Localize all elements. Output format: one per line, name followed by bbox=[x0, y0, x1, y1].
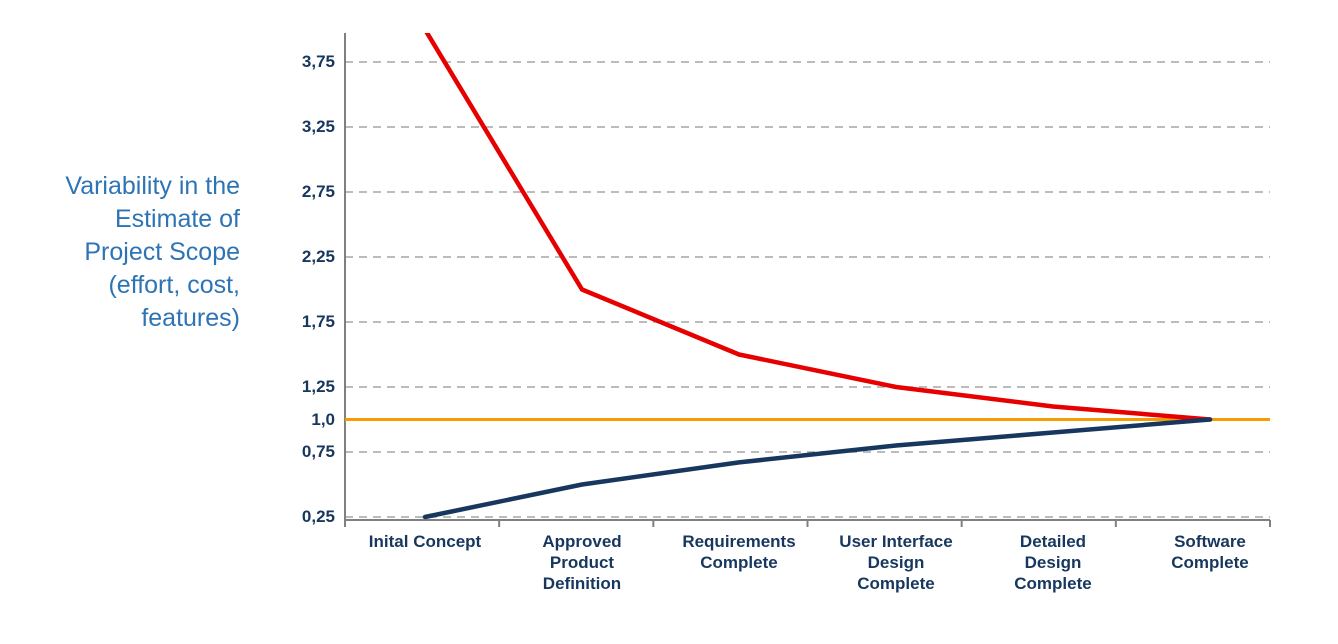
y-tick-label: 2,75 bbox=[301, 182, 335, 201]
y-tick-label: 3,25 bbox=[301, 117, 335, 136]
x-category-label: Detailed Design Complete bbox=[1014, 532, 1092, 593]
series-lower-estimate bbox=[422, 417, 1213, 520]
x-category-label: User Interface Design Complete bbox=[839, 532, 953, 593]
y-tick-label: 1,25 bbox=[301, 377, 335, 396]
x-category-label: Software Complete bbox=[1171, 532, 1249, 572]
x-category-label: Requirements Complete bbox=[682, 532, 796, 572]
y-tick-label: 2,25 bbox=[301, 247, 335, 266]
y-axis-title: Variability in the Estimate of Project S… bbox=[65, 172, 240, 332]
y-tick-label: 3,75 bbox=[301, 52, 335, 71]
x-category-label: Inital Concept bbox=[368, 532, 482, 551]
x-category-label: Approved Product Definition bbox=[542, 532, 622, 593]
y-tick-label: 0,25 bbox=[301, 507, 335, 526]
series-upper-estimate bbox=[424, 33, 1213, 422]
y-tick-label: 0,75 bbox=[301, 442, 335, 461]
y-tick-label: 1,75 bbox=[301, 312, 335, 331]
y-tick-label: 1,0 bbox=[311, 410, 335, 429]
